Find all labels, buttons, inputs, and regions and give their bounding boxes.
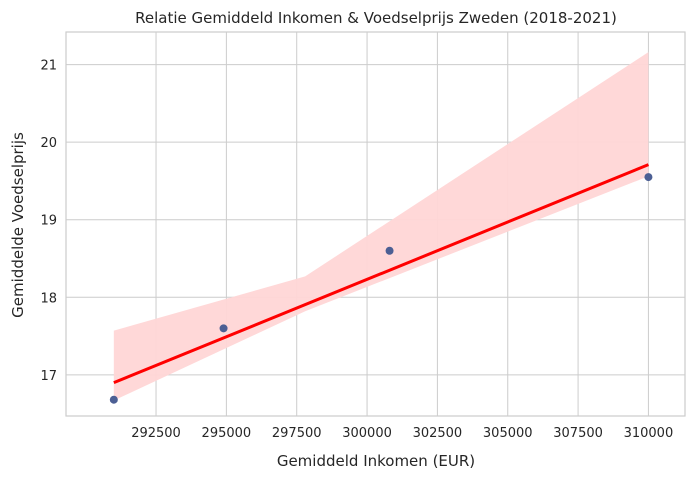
y-axis-ticks: 17 18 19 20 21 xyxy=(40,59,57,384)
x-tick-label-2: 297500 xyxy=(272,426,322,441)
x-tick-label-4: 302500 xyxy=(413,426,463,441)
x-tick-label-0: 292500 xyxy=(131,426,181,441)
x-tick-label-6: 307500 xyxy=(553,426,603,441)
data-point-2 xyxy=(385,246,394,255)
plot-area-frame xyxy=(65,31,686,417)
y-tick-label-1: 18 xyxy=(40,291,57,306)
data-point-1 xyxy=(219,324,228,333)
y-tick-label-3: 20 xyxy=(40,136,57,151)
data-point-3 xyxy=(644,173,653,182)
data-point-0 xyxy=(109,395,118,404)
confidence-band xyxy=(113,52,649,401)
x-axis-ticks: 292500 295000 297500 300000 302500 305000 3075… xyxy=(131,426,673,441)
y-tick-label-2: 19 xyxy=(40,214,57,229)
regression-line xyxy=(113,163,649,385)
x-tick-label-1: 295000 xyxy=(202,426,252,441)
x-tick-label-3: 300000 xyxy=(342,426,392,441)
x-axis-label: Gemiddeld Inkomen (EUR) xyxy=(277,452,475,470)
x-tick-label-7: 310000 xyxy=(624,426,674,441)
y-tick-label-4: 21 xyxy=(40,59,57,74)
y-tick-label-0: 17 xyxy=(40,369,57,384)
y-axis-label: Gemiddelde Voedselprijs xyxy=(9,132,27,318)
chart-title: Relatie Gemiddeld Inkomen & Voedselprijs… xyxy=(135,9,617,27)
data-points xyxy=(109,173,653,404)
x-tick-label-5: 305000 xyxy=(483,426,533,441)
